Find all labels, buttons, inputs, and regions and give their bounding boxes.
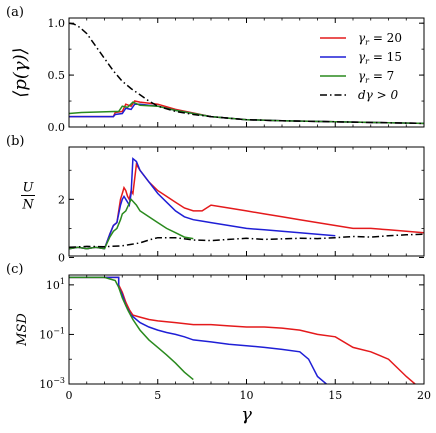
- legend-entry: γr = 20: [358, 31, 402, 47]
- y-tick-label: 0.5: [48, 69, 66, 82]
- y-axis-label: ⟨p(γ)⟩: [10, 47, 31, 97]
- x-tick-label: 20: [417, 389, 431, 402]
- y-axis-label: MSD: [15, 313, 30, 347]
- y-tick-label: 101: [46, 277, 65, 292]
- series-line--r-20: [69, 162, 424, 250]
- y-axis-label-numerator: U: [23, 181, 35, 196]
- legend-entry: dγ > 0: [358, 88, 399, 102]
- x-axis-label: γ: [241, 404, 252, 425]
- y-tick-label: 1.0: [48, 17, 66, 30]
- legend-entry: γr = 15: [358, 50, 402, 66]
- series-line--r-15: [69, 276, 327, 384]
- x-tick-label: 15: [328, 389, 342, 402]
- panel-label: (c): [6, 262, 23, 277]
- series-line--r-15: [69, 157, 336, 250]
- x-tick-label: 5: [154, 389, 161, 402]
- y-tick-label: 10−3: [39, 376, 65, 391]
- legend: γr = 20 γr = 15 γr = 7 dγ > 0: [320, 31, 402, 102]
- series-line--r-7: [69, 276, 194, 381]
- y-tick-label: 2: [58, 193, 65, 206]
- x-tick-label: 0: [66, 389, 73, 402]
- series-line-d-0: [69, 22, 424, 125]
- panel-label: (a): [6, 5, 24, 20]
- y-tick-label: 10−1: [39, 326, 65, 341]
- series-line--r-7: [69, 197, 194, 250]
- panel-label: (b): [6, 134, 24, 149]
- series-line--r-20: [69, 276, 416, 384]
- x-tick-label: 10: [240, 389, 254, 402]
- y-tick-label: 0.0: [48, 121, 66, 134]
- panel-c: 0 5 10 15 20 101 10−1 10−3 (c) MSD γ: [6, 262, 431, 425]
- legend-entry: γr = 7: [358, 69, 394, 85]
- panel-a: 0.0 0.5 1.0 (a) ⟨p(γ)⟩ γr = 20 γr = 15 γr = 7 dγ…: [6, 5, 425, 134]
- panel-b: 0 2 (b) UN: [6, 134, 425, 264]
- y-axis-label-denominator: N: [21, 198, 34, 213]
- y-tick-label: 0: [58, 251, 65, 264]
- series-line-d-0: [69, 233, 424, 249]
